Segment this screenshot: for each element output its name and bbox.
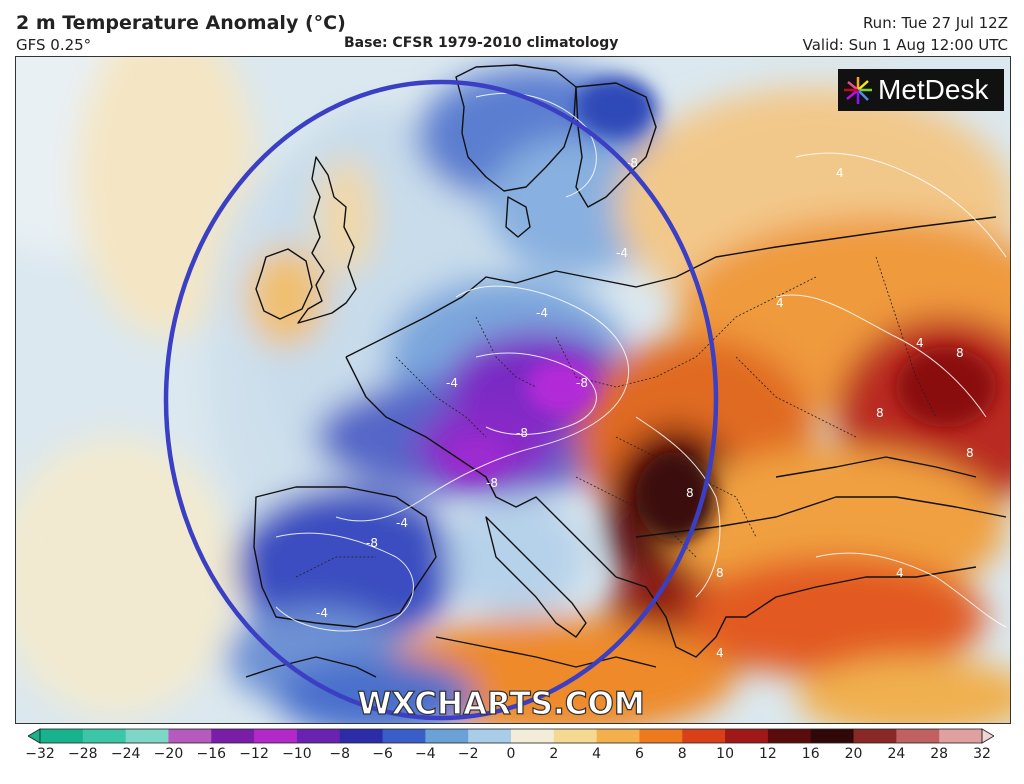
- scale-segment: [853, 729, 897, 743]
- contour-label: 4: [716, 646, 724, 660]
- contour-label: -4: [316, 606, 328, 620]
- contour-label: 8: [686, 486, 694, 500]
- scale-tick-label: 10: [716, 746, 734, 762]
- contour-label: 4: [916, 336, 924, 350]
- scale-segment: [553, 729, 598, 743]
- scale-segment: [125, 729, 170, 743]
- scale-segment: [40, 729, 84, 743]
- scale-tick-label: −4: [415, 746, 436, 762]
- contour-label: -8: [626, 156, 638, 170]
- scale-tick-label: −8: [329, 746, 351, 762]
- contour-label: -4: [616, 246, 628, 260]
- scale-segment: [468, 729, 512, 743]
- wxcharts-watermark: WXCHARTS.COM: [357, 686, 644, 722]
- valid-time: Valid: Sun 1 Aug 12:00 UTC: [802, 36, 1008, 54]
- climatology-label: Base: CFSR 1979-2010 climatology: [344, 35, 619, 51]
- scale-tick-label: −20: [153, 746, 184, 762]
- scale-segment: [896, 729, 940, 743]
- metdesk-burst-icon: [844, 77, 872, 104]
- scale-segment: [425, 729, 469, 743]
- scale-segment: [939, 729, 983, 743]
- contour-label: -8: [576, 376, 588, 390]
- anomaly-field: [16, 57, 1010, 723]
- scale-tick-label: −10: [282, 746, 312, 762]
- scale-segment: [211, 729, 255, 743]
- scale-segment: [639, 729, 683, 743]
- color-scale-labels: −32 −28 −24 −20 −16 −12 −10 −8 −6 −4 −2 0 2 4 6 8 10 12 16…: [25, 744, 994, 768]
- color-scale: −32 −28 −24 −20 −16 −12 −10 −8 −6 −4 −2 0 2 4 6 8 10 12 16…: [25, 728, 995, 778]
- scale-tick-label: −32: [25, 746, 55, 762]
- scale-tick-label: 28: [930, 746, 949, 762]
- scale-tick-label: −28: [68, 746, 98, 762]
- model-label: GFS 0.25°: [16, 36, 92, 54]
- scale-segment: [339, 729, 384, 743]
- contour-label: -8: [516, 426, 528, 440]
- scale-tick-label: 8: [677, 746, 687, 762]
- contour-labels: -8 -8 -8 -8 -8 -4 -4 -4 -4 -4 4 4 4 4 4 8 8 8 8 8: [316, 156, 974, 660]
- scale-segment: [810, 729, 855, 743]
- anomaly-map: -8 -8 -8 -8 -8 -4 -4 -4 -4 -4 4 4 4 4 4 8 8 8 8 8 MetDesk W…: [15, 56, 1011, 724]
- scale-segment: [82, 729, 127, 743]
- metdesk-text: MetDesk: [878, 74, 989, 105]
- scale-tick-label: −2: [457, 746, 479, 762]
- scale-segment: [682, 729, 726, 743]
- contour-label: 8: [876, 406, 884, 420]
- contour-label: 4: [836, 166, 844, 180]
- color-scale-bar: [27, 728, 995, 744]
- scale-segment: [725, 729, 769, 743]
- scale-tick-label: −24: [110, 746, 141, 762]
- scale-tick-label: −12: [239, 746, 269, 762]
- contours: [275, 92, 1007, 632]
- contour-label: 4: [776, 296, 784, 310]
- scale-tick-label: 2: [549, 746, 559, 762]
- scale-tick-label: 12: [758, 746, 777, 762]
- scale-segment: [511, 729, 555, 743]
- run-time: Run: Tue 27 Jul 12Z: [862, 14, 1008, 32]
- borders: [295, 256, 937, 578]
- scale-tick-label: 20: [844, 746, 863, 762]
- contour-label: -4: [396, 516, 408, 530]
- contour-label: -8: [486, 476, 498, 490]
- scale-segment: [382, 729, 426, 743]
- coastlines: [245, 64, 1007, 678]
- scale-segment: [596, 729, 641, 743]
- contour-label: -4: [536, 306, 548, 320]
- contour-label: 8: [716, 566, 724, 580]
- scale-segment: [296, 729, 341, 743]
- scale-tick-label: 4: [592, 746, 602, 762]
- contour-label: -8: [366, 536, 378, 550]
- chart-title: 2 m Temperature Anomaly (°C): [16, 12, 346, 34]
- metdesk-logo: MetDesk: [838, 69, 1004, 111]
- contour-label: 4: [896, 566, 904, 580]
- scale-tick-label: 6: [634, 746, 644, 762]
- scale-tick-label: −6: [372, 746, 393, 762]
- scale-tick-label: 32: [973, 746, 991, 762]
- scale-tick-label: 0: [506, 746, 516, 762]
- contour-label: 8: [956, 346, 964, 360]
- contour-label: 8: [966, 446, 974, 460]
- scale-segment: [254, 729, 298, 743]
- scale-segment: [168, 729, 212, 743]
- highlight-circle: [163, 79, 719, 721]
- scale-tick-label: −16: [196, 746, 227, 762]
- scale-arrow-right: [981, 728, 995, 744]
- contour-label: -4: [446, 376, 458, 390]
- scale-tick-label: 24: [887, 746, 906, 762]
- scale-segment: [767, 729, 812, 743]
- scale-tick-label: 16: [801, 746, 820, 762]
- scale-arrow-left: [27, 728, 41, 744]
